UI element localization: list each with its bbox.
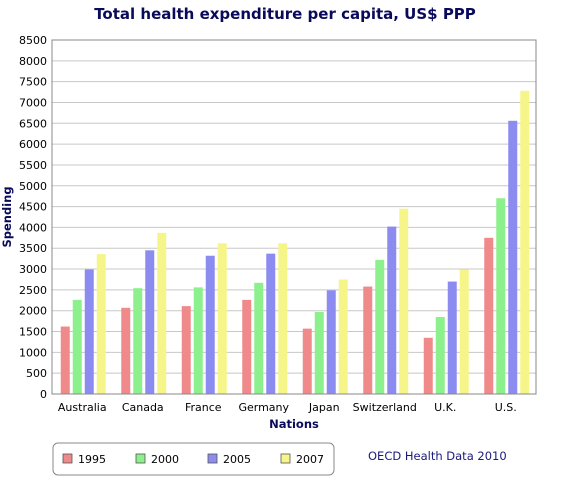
x-axis-title: Nations (269, 417, 319, 431)
x-tick-label: Germany (238, 401, 289, 414)
x-tick-label: Australia (58, 401, 107, 414)
bar-2007-canada (157, 232, 167, 394)
y-tick-label: 4500 (19, 201, 47, 214)
legend-items: 1995 2000 2005 2007 (62, 453, 324, 466)
bar-2000-canada (133, 288, 143, 394)
bar-2005-japan (326, 290, 336, 394)
legend-swatch (62, 453, 73, 464)
x-tick-label: U.S. (495, 401, 517, 414)
bar-2000-germany (254, 282, 264, 394)
x-tick-label: U.K. (434, 401, 456, 414)
bar-1995-u-s- (484, 237, 494, 394)
y-tick-label: 3500 (19, 242, 47, 255)
bar-1995-france (181, 306, 191, 394)
legend-swatch (135, 453, 146, 464)
bar-2007-switzerland (399, 208, 409, 394)
y-tick-label: 6000 (19, 138, 47, 151)
bars (60, 90, 530, 395)
x-tick-label: Canada (122, 401, 164, 414)
bar-2000-france (193, 287, 203, 394)
y-tick-label: 7000 (19, 96, 47, 109)
x-tick-label: Japan (308, 401, 340, 414)
source-credit: OECD Health Data 2010 (368, 449, 507, 463)
y-tick-label: 0 (40, 388, 47, 401)
y-tick-label: 2000 (19, 305, 47, 318)
bar-2005-u-s- (508, 120, 518, 395)
plot-area (51, 39, 537, 395)
y-tick-label: 500 (26, 367, 47, 380)
bar-2007-japan (338, 279, 348, 394)
y-tick-label: 3000 (19, 263, 47, 276)
y-tick-labels: 0 500 1000 1500 2000 2500 3000 3500 4000 4500 5000… (19, 34, 47, 401)
bar-1995-germany (242, 299, 252, 394)
y-tick-label: 5500 (19, 159, 47, 172)
bar-2007-germany (278, 243, 288, 394)
legend-label: 2005 (223, 453, 251, 466)
bar-1995-u-k- (423, 337, 433, 394)
legend: 1995 2000 2005 2007 (52, 442, 335, 476)
y-tick-label: 4000 (19, 221, 47, 234)
x-tick-label: Switzerland (353, 401, 417, 414)
legend-swatch (207, 453, 218, 464)
y-tick-label: 6500 (19, 117, 47, 130)
legend-swatch (280, 453, 291, 464)
legend-label: 1995 (78, 453, 106, 466)
bar-1995-japan (302, 328, 312, 394)
bar-2007-france (217, 243, 227, 394)
y-axis-title: Spending (0, 186, 14, 247)
y-tick-label: 8000 (19, 55, 47, 68)
bar-1995-australia (60, 326, 70, 394)
y-tick-label: 2500 (19, 284, 47, 297)
bar-1995-switzerland (363, 286, 373, 394)
bar-2005-france (205, 255, 215, 394)
bar-2007-australia (96, 254, 106, 394)
bar-2000-japan (314, 311, 324, 394)
y-tick-label: 7500 (19, 76, 47, 89)
y-tick-label: 5000 (19, 180, 47, 193)
bar-2005-germany (266, 253, 276, 394)
y-tick-label: 1500 (19, 326, 47, 339)
legend-box (52, 442, 335, 476)
bar-1995-canada (121, 307, 131, 394)
y-tick-label: 1000 (19, 346, 47, 359)
bar-2007-u-s- (520, 90, 530, 394)
legend-label: 2000 (151, 453, 179, 466)
bar-2005-switzerland (387, 226, 397, 394)
bar-2000-australia (72, 299, 82, 394)
bar-2000-u-s- (496, 198, 506, 394)
bar-2000-switzerland (375, 259, 385, 394)
chart-title: Total health expenditure per capita, US$… (94, 5, 476, 23)
bar-2005-u-k- (447, 281, 457, 394)
legend-label: 2007 (296, 453, 324, 466)
bar-2007-u-k- (459, 269, 469, 394)
bar-2000-u-k- (435, 316, 445, 394)
bar-2005-australia (84, 269, 94, 394)
bar-2005-canada (145, 250, 155, 394)
y-tick-label: 8500 (19, 34, 47, 47)
x-tick-labels: Australia Canada France Germany Japan Switzer… (58, 401, 517, 414)
x-tick-label: France (185, 401, 222, 414)
